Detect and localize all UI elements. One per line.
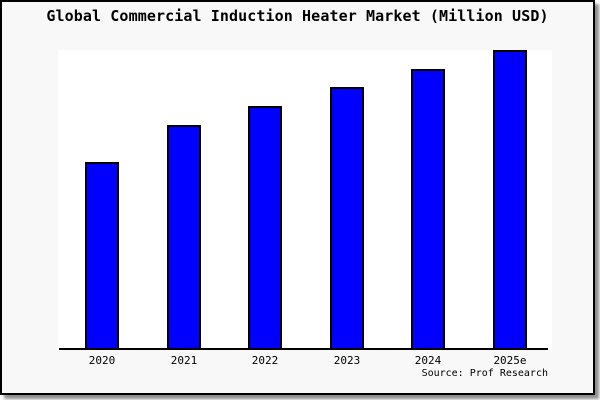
chart-title: Global Commercial Induction Heater Marke… (46, 7, 549, 25)
bar-2022 (248, 106, 282, 350)
x-axis-line (59, 348, 548, 350)
bar-2023 (330, 87, 364, 350)
x-tick-label-2023: 2023 (333, 354, 361, 367)
bar-2025e (493, 50, 527, 350)
source-note: Source: Prof Research (421, 368, 548, 379)
bar-2021 (167, 125, 201, 350)
plot-area (58, 50, 552, 350)
x-tick-label-2021: 2021 (170, 354, 198, 367)
x-tick-label-2025e: 2025e (493, 354, 527, 367)
bar-2024 (411, 69, 445, 350)
chart-card: Global Commercial Induction Heater Marke… (46, 7, 552, 379)
x-tick-label-2020: 2020 (88, 354, 116, 367)
x-tick-label-2024: 2024 (414, 354, 442, 367)
bar-2020 (85, 162, 119, 350)
x-tick-label-2022: 2022 (251, 354, 279, 367)
